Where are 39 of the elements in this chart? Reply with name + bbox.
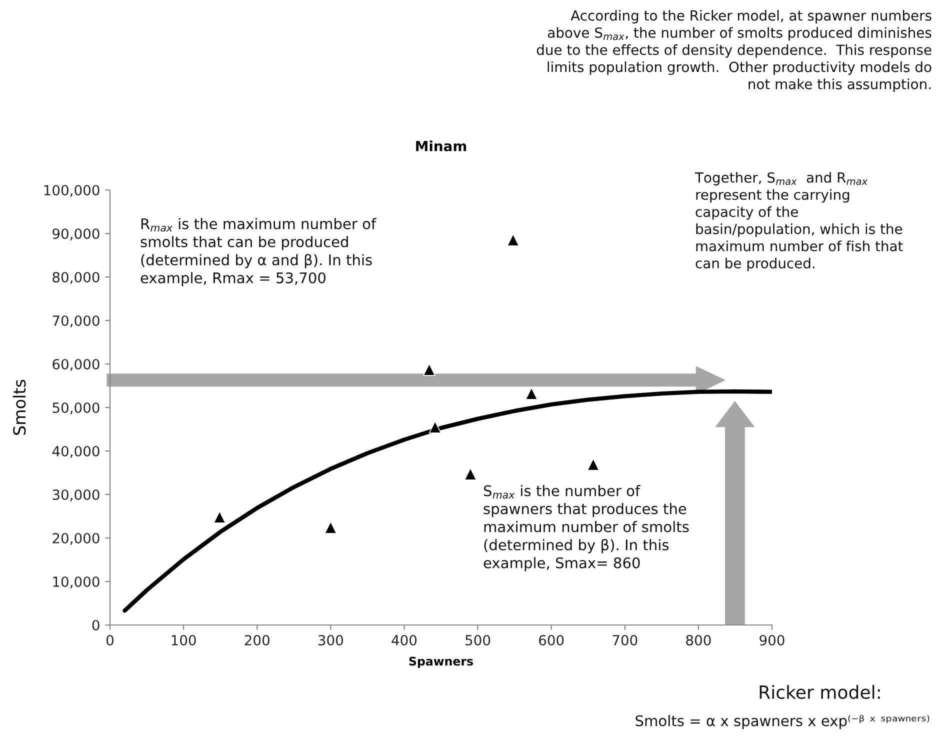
point — [213, 510, 226, 524]
point — [587, 458, 600, 471]
text: According to the Ricker model, at spawner numbers above S$_{max}$, the number of smolts produced diminishes due to the effects of density dependence. This response limits population growth. Other productivity models do not make this assumption. — [536, 10, 932, 92]
y-tick-label: 30,000 — [52, 489, 100, 502]
x-axis-title: Spawners — [409, 656, 473, 668]
text: Together, S$_{max}$ and R$_{max}$ represent the carrying capacity of the basin/population, which is the maximum number of fish that can be produced. — [694, 172, 903, 272]
point — [506, 234, 520, 246]
annotation: S$_{max}$ is the number of spawners that produces the maximum number of smolts (determined by β). In this example, Smax= 860 — [484, 485, 689, 572]
y-tick-label: 70,000 — [52, 315, 100, 328]
y-axis-title: Smolts — [12, 380, 26, 435]
line-series — [122, 389, 772, 613]
point — [464, 468, 477, 480]
x-tick-label: 900 — [760, 634, 784, 646]
text: Smolts = α x spawners x exp⁽⁻ᵝ ˣ ˢᵖᵃʷⁿᵉʳˢ⁾ — [636, 715, 930, 730]
y-tick-label: 40,000 — [52, 446, 100, 458]
x-tick-label: 100 — [172, 634, 196, 646]
point — [428, 420, 442, 434]
y-tick-label: 60,000 — [52, 358, 100, 371]
text: Ricker model: — [760, 685, 880, 699]
y-tick-label: 0 — [92, 620, 100, 630]
x-tick-label: 500 — [466, 634, 490, 646]
x-tick-label: 400 — [392, 634, 417, 646]
x-tick-label: 300 — [318, 634, 343, 646]
y-tick-label: 50,000 — [52, 402, 100, 414]
x-tick-label: 200 — [244, 634, 270, 646]
y-tick-label: 20,000 — [52, 532, 100, 545]
x-tick-label: 0 — [106, 634, 114, 646]
x-tick-label: 800 — [686, 634, 711, 646]
x-tick-label: 600 — [539, 634, 564, 646]
point — [525, 387, 538, 400]
chart-title: Minam — [416, 140, 466, 152]
point — [324, 521, 337, 534]
y-tick-label: 10,000 — [53, 576, 100, 588]
y-tick-label: 90,000 — [52, 228, 100, 240]
x-tick-label: 700 — [612, 634, 638, 646]
y-tick-label: 100,000 — [44, 184, 100, 197]
y-tick-label: 80,000 — [52, 272, 100, 284]
point — [423, 363, 436, 376]
annotation: R$_{max}$ is the maximum number of smolts that can be produced (determined by α and β). In this example, Rmax = 53,700 — [140, 218, 376, 286]
